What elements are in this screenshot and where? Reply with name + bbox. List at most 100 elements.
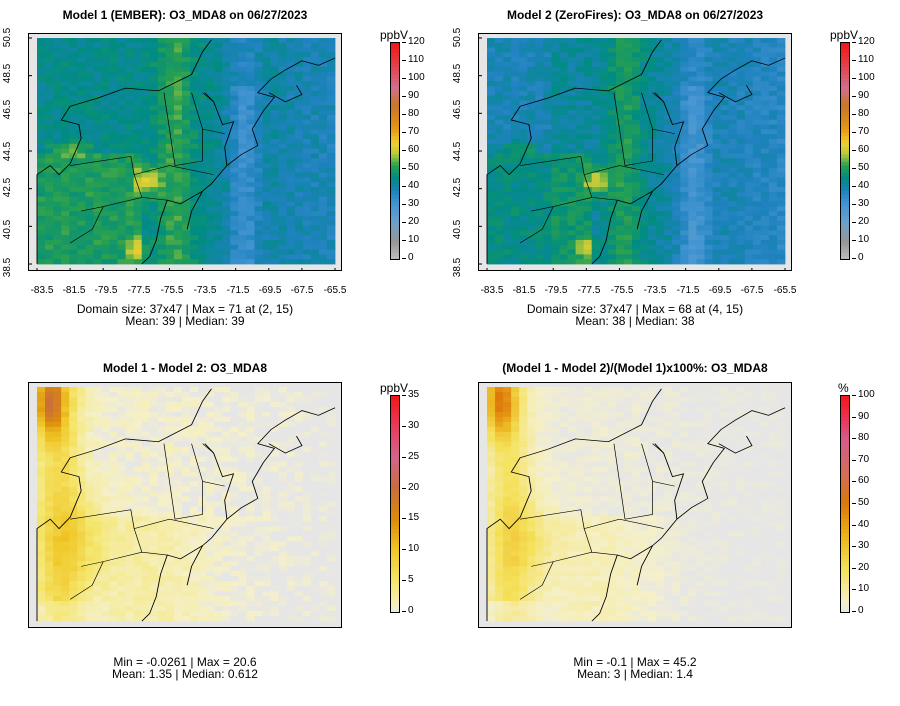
grid-cell — [157, 57, 167, 63]
grid-cell — [69, 225, 78, 231]
grid-cell — [246, 196, 255, 202]
grid-cell — [648, 172, 657, 178]
grid-cell — [157, 546, 167, 552]
colorbar-tick-label: 10 — [408, 234, 420, 245]
grid-cell — [133, 143, 143, 149]
grid-cell — [262, 491, 271, 497]
colorbar-segment — [840, 85, 850, 90]
grid-cell — [543, 191, 552, 198]
grid-cell — [278, 129, 288, 135]
colorbar-segment — [840, 132, 850, 138]
grid-cell — [519, 249, 528, 255]
grid-cell — [206, 215, 215, 222]
grid-cell — [607, 215, 617, 222]
grid-cell — [125, 551, 135, 557]
grid-cell — [262, 201, 271, 207]
grid-cell — [551, 259, 560, 265]
grid-cell — [230, 153, 239, 159]
grid-cell — [230, 71, 239, 77]
grid-cell — [760, 201, 770, 207]
grid-cell — [133, 42, 143, 49]
grid-cell — [615, 81, 625, 87]
grid-cell — [623, 249, 633, 255]
grid-cell — [615, 225, 625, 231]
grid-cell — [543, 201, 552, 207]
grid-cell — [109, 71, 118, 77]
grid-cell — [318, 134, 328, 140]
grid-cell — [776, 148, 786, 154]
grid-cell — [222, 546, 231, 552]
grid-cell — [206, 431, 215, 438]
grid-cell — [631, 52, 641, 58]
grid-cell — [640, 124, 649, 130]
colorbar-segment — [390, 60, 400, 65]
grid-cell — [117, 201, 126, 207]
grid-cell — [310, 66, 320, 73]
grid-cell — [631, 225, 641, 231]
grid-cell — [664, 177, 673, 183]
grid-cell — [230, 105, 239, 111]
grid-cell — [165, 541, 175, 547]
grid-cell — [93, 100, 102, 106]
grid-cell — [326, 451, 336, 458]
grid-cell — [165, 143, 175, 149]
grid-cell — [720, 138, 730, 145]
grid-cell — [294, 541, 304, 547]
grid-cell — [567, 211, 576, 217]
grid-cell — [712, 215, 721, 222]
grid-cell — [214, 426, 223, 433]
grid-cell — [93, 76, 102, 82]
grid-cell — [198, 52, 207, 58]
grid-cell — [294, 406, 304, 413]
grid-cell — [206, 551, 215, 557]
grid-cell — [656, 42, 665, 49]
grid-cell — [109, 105, 118, 111]
grid-cell — [262, 486, 271, 492]
grid-cell — [776, 76, 786, 82]
grid-cell — [181, 215, 191, 222]
grid-cell — [688, 52, 697, 58]
grid-cell — [728, 259, 738, 265]
grid-cell — [37, 177, 46, 183]
grid-cell — [583, 62, 593, 68]
grid-cell — [149, 387, 159, 393]
grid-cell — [736, 158, 746, 164]
grid-cell — [214, 391, 223, 398]
grid-cell — [503, 167, 512, 174]
grid-cell — [77, 551, 86, 557]
grid-cell — [286, 481, 296, 487]
colorbar-segment — [390, 67, 400, 72]
grid-cell — [254, 471, 263, 478]
grid-cell — [77, 244, 86, 250]
grid-cell — [535, 95, 544, 101]
grid-cell — [262, 461, 271, 468]
colorbar-segment — [840, 252, 850, 257]
grid-cell — [294, 244, 304, 250]
grid-cell — [664, 201, 673, 207]
grid-cell — [93, 254, 102, 260]
grid-cell — [45, 177, 54, 183]
grid-cell — [165, 62, 175, 68]
grid-cell — [214, 516, 223, 522]
grid-cell — [125, 163, 135, 169]
grid-cell — [77, 546, 86, 552]
grid-cell — [53, 456, 62, 463]
grid-cell — [744, 81, 754, 87]
grid-cell — [190, 57, 199, 63]
grid-cell — [511, 66, 520, 73]
grid-cell — [101, 387, 110, 393]
grid-cell — [53, 526, 62, 532]
grid-cell — [615, 143, 625, 149]
grid-cell — [551, 119, 560, 125]
grid-cell — [648, 191, 657, 198]
colorbar-segment — [840, 74, 850, 79]
grid-cell — [294, 451, 304, 458]
grid-cell — [206, 516, 215, 522]
grid-cell — [53, 220, 62, 226]
grid-cell — [157, 215, 167, 222]
grid-cell — [133, 187, 143, 193]
grid-cell — [93, 187, 102, 193]
grid-cell — [567, 239, 576, 246]
grid-cell — [69, 456, 78, 463]
grid-cell — [109, 172, 118, 178]
